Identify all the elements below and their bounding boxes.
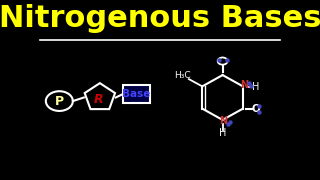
Text: H: H — [219, 128, 226, 138]
FancyBboxPatch shape — [123, 85, 150, 103]
Text: H₃C: H₃C — [174, 71, 191, 80]
Text: R: R — [94, 93, 103, 106]
Text: N: N — [220, 116, 228, 126]
Text: P: P — [55, 94, 64, 108]
Text: Base: Base — [123, 89, 151, 99]
Text: Nitrogenous Bases: Nitrogenous Bases — [0, 4, 320, 33]
Text: N: N — [240, 80, 248, 90]
Text: O: O — [252, 104, 261, 114]
Text: H: H — [252, 82, 260, 92]
